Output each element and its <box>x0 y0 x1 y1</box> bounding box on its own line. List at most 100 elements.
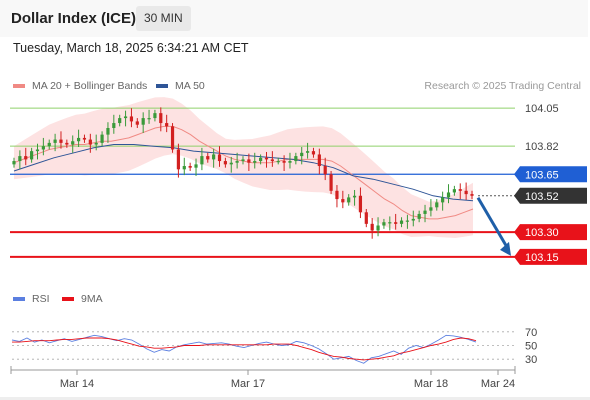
candle-body <box>429 207 433 211</box>
candle-body <box>47 142 51 147</box>
forecast-arrow-line <box>476 197 510 250</box>
candle-body <box>411 218 415 221</box>
candle-body <box>135 121 139 125</box>
rsi-label: RSI <box>32 293 50 305</box>
candle-body <box>247 159 251 163</box>
candle-body <box>288 161 292 163</box>
level-box-103.15 <box>514 248 587 265</box>
ma50-swatch-icon <box>156 84 168 88</box>
candle-body <box>76 137 81 142</box>
candle-body <box>364 212 368 224</box>
candle-body <box>229 162 233 165</box>
time-tick-label-3: Mar 24 <box>481 378 515 390</box>
candle-body <box>441 197 445 203</box>
level-label-103.82: 103.82 <box>525 141 559 153</box>
candle-body <box>446 192 451 198</box>
time-tick-label-1: Mar 17 <box>231 378 265 390</box>
legend-rsi-ma: 9MA <box>62 293 103 305</box>
candle-body <box>118 118 122 124</box>
candle-body <box>153 113 157 119</box>
candle-body <box>65 142 69 145</box>
candle-body <box>399 220 404 224</box>
candle-body <box>341 199 345 203</box>
candle-body <box>435 202 439 208</box>
candle-body <box>370 223 374 231</box>
credit-text: Research © 2025 Trading Central <box>424 80 581 92</box>
candle-body <box>165 123 169 127</box>
rsi-ma-swatch-icon <box>62 297 74 301</box>
candle-body <box>394 222 398 224</box>
rsi-tick-label-70: 70 <box>525 327 537 339</box>
candle-body <box>270 159 274 162</box>
candle-body <box>323 166 327 175</box>
level-box-103.52 <box>514 187 587 204</box>
candle-body <box>159 113 163 124</box>
candle-body <box>217 154 222 162</box>
rsi-tick-label-30: 30 <box>525 354 537 366</box>
candle-body <box>35 149 40 152</box>
candle-body <box>24 156 28 160</box>
instrument-title: Dollar Index (ICE) <box>11 10 137 27</box>
candle-body <box>200 156 204 165</box>
candle-body <box>212 154 216 160</box>
ma20-swatch-icon <box>13 84 25 88</box>
candle-body <box>100 134 104 143</box>
candle-body <box>106 128 110 135</box>
candle-body <box>347 197 351 203</box>
candle-body <box>264 157 269 160</box>
candle-body <box>405 220 410 222</box>
candle-body <box>129 116 134 122</box>
ma20-label: MA 20 + Bollinger Bands <box>32 80 148 92</box>
bottom-border <box>0 397 590 400</box>
candle-body <box>71 141 75 145</box>
candle-body <box>82 137 87 140</box>
candle-body <box>423 210 427 214</box>
candle-body <box>282 161 286 163</box>
candle-body <box>329 174 333 191</box>
candle-body <box>170 126 175 150</box>
candle-body <box>223 161 227 165</box>
candle-body <box>335 190 339 200</box>
candle-body <box>276 161 280 163</box>
level-box-103.65 <box>514 166 587 183</box>
level-label-103.52: 103.52 <box>525 191 559 203</box>
candle-body <box>112 123 116 129</box>
candle-body <box>376 225 380 231</box>
candle-body <box>388 222 392 224</box>
header-bar: Dollar Index (ICE) 30 MIN <box>0 0 588 37</box>
candle-body <box>59 139 63 143</box>
candle-body <box>358 195 363 213</box>
level-label-104.05: 104.05 <box>525 103 559 115</box>
candle-body <box>253 161 257 163</box>
level-box-103.30 <box>514 224 587 241</box>
candle-body <box>41 146 45 150</box>
candle-body <box>94 142 98 145</box>
datetime-label: Tuesday, March 18, 2025 6:34:21 AM CET <box>13 41 249 55</box>
level-label-103.15: 103.15 <box>525 252 559 264</box>
bollinger-band-area <box>14 97 473 238</box>
candle-body <box>235 161 239 163</box>
candle-body <box>18 156 22 162</box>
candle-body <box>417 213 421 219</box>
rsi-swatch-icon <box>13 297 25 301</box>
candle-body <box>194 164 198 168</box>
rsi-ma9-line <box>12 337 477 361</box>
candle-body <box>147 118 151 120</box>
candle-body <box>88 139 92 145</box>
candle-body <box>176 149 181 170</box>
candle-body <box>123 116 128 119</box>
forecast-arrow-head-icon <box>500 241 511 256</box>
rsi-tick-label-50: 50 <box>525 341 537 353</box>
candle-body <box>464 190 468 195</box>
candle-body <box>300 152 304 157</box>
level-label-103.30: 103.30 <box>525 227 559 239</box>
rsi-ma-label: 9MA <box>81 293 103 305</box>
candle-body <box>311 151 316 155</box>
rsi-line <box>11 334 477 364</box>
candle-body <box>241 159 245 162</box>
time-tick-label-0: Mar 14 <box>60 378 94 390</box>
ma50-label: MA 50 <box>175 80 205 92</box>
level-label-103.65: 103.65 <box>525 169 559 181</box>
interval-badge[interactable]: 30 MIN <box>136 6 191 31</box>
